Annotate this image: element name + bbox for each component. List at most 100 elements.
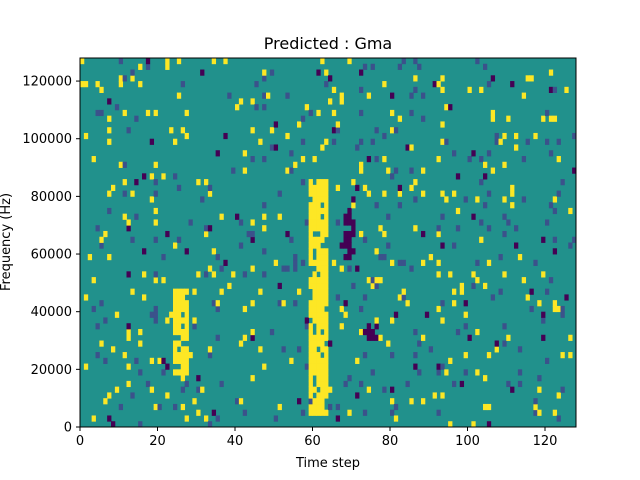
heatmap-cell: [169, 127, 174, 134]
heatmap-cell: [428, 346, 434, 353]
heatmap-cell: [393, 415, 399, 422]
heatmap-cell: [483, 63, 488, 70]
heatmap-cell: [324, 207, 329, 215]
heatmap-cell: [142, 173, 147, 180]
heatmap-cell: [343, 230, 348, 238]
heatmap-cell: [382, 81, 387, 88]
heatmap-cell: [328, 75, 333, 82]
heatmap-cell: [552, 300, 558, 307]
heatmap-cell: [99, 109, 104, 117]
heatmap-cell: [362, 294, 368, 301]
heatmap-cell: [285, 230, 290, 238]
heatmap-cell: [277, 190, 282, 197]
heatmap-cell: [413, 58, 418, 65]
heatmap-cell: [552, 305, 558, 313]
heatmap-cell: [316, 323, 321, 330]
heatmap-cell: [347, 207, 352, 215]
heatmap-cell: [316, 328, 321, 336]
heatmap-cell: [397, 202, 403, 209]
heatmap-cell: [308, 277, 313, 284]
heatmap-cell: [250, 334, 255, 341]
heatmap-cell: [436, 305, 441, 313]
heatmap-cell: [207, 184, 213, 192]
heatmap-cell: [455, 207, 461, 215]
heatmap-cell: [316, 259, 321, 266]
heatmap-cell: [421, 259, 426, 266]
heatmap-cell: [560, 386, 565, 393]
heatmap-cell: [184, 357, 189, 364]
x-tick-label: 100: [455, 434, 480, 449]
heatmap-cell: [312, 409, 317, 416]
heatmap-cell: [362, 328, 368, 336]
heatmap-cell: [351, 230, 356, 238]
heatmap-cell: [304, 104, 310, 111]
heatmap-cell: [293, 300, 298, 307]
heatmap-cell: [459, 288, 465, 295]
heatmap-cell: [204, 271, 209, 278]
heatmap-cell: [126, 328, 131, 336]
heatmap-cell: [312, 259, 317, 266]
heatmap-cell: [572, 167, 577, 174]
heatmap-cell: [393, 127, 399, 134]
heatmap-cell: [320, 207, 325, 215]
heatmap-cell: [386, 213, 391, 220]
heatmap-cell: [269, 127, 275, 134]
heatmap-cell: [207, 265, 213, 272]
heatmap-cell: [308, 352, 313, 359]
heatmap-cell: [80, 81, 85, 88]
heatmap-cell: [502, 323, 507, 330]
heatmap-cell: [293, 259, 298, 266]
heatmap-cell: [211, 271, 217, 278]
heatmap-cell: [556, 392, 561, 399]
heatmap-cell: [320, 311, 325, 318]
heatmap-cell: [285, 265, 290, 272]
heatmap-cell: [153, 190, 158, 197]
heatmap-cell: [521, 277, 527, 284]
heatmap-cell: [374, 127, 379, 134]
heatmap-cell: [238, 242, 244, 249]
heatmap-cell: [231, 271, 236, 278]
heatmap-cell: [378, 277, 383, 284]
heatmap-cell: [393, 403, 399, 411]
heatmap-cell: [413, 86, 418, 93]
y-tick-label: 100000: [22, 132, 72, 147]
heatmap-cell: [355, 357, 360, 364]
heatmap-cell: [262, 156, 267, 163]
heatmap-cell: [145, 109, 151, 117]
heatmap-cell: [486, 421, 492, 428]
heatmap-cell: [204, 230, 209, 238]
heatmap-cell: [184, 415, 189, 422]
heatmap-cell: [533, 259, 538, 266]
heatmap-cell: [448, 104, 453, 111]
heatmap-cell: [320, 196, 325, 203]
heatmap-cell: [277, 213, 282, 220]
heatmap-cell: [219, 213, 224, 220]
heatmap-cell: [502, 340, 507, 347]
heatmap-cell: [537, 300, 542, 307]
heatmap-cell: [514, 144, 519, 151]
heatmap-cell: [320, 282, 325, 290]
heatmap-cell: [180, 294, 186, 301]
heatmap-cell: [223, 259, 228, 266]
heatmap-cell: [359, 138, 364, 145]
heatmap-cell: [510, 202, 515, 209]
heatmap-cell: [397, 63, 403, 70]
heatmap-cell: [173, 300, 178, 307]
heatmap-cell: [95, 225, 100, 232]
heatmap-cell: [347, 230, 352, 238]
heatmap-cell: [409, 398, 414, 405]
heatmap-cell: [552, 196, 558, 203]
heatmap-cell: [324, 248, 329, 255]
heatmap-cell: [320, 340, 325, 347]
heatmap-cell: [312, 363, 317, 370]
heatmap-cell: [390, 173, 395, 180]
heatmap-cell: [176, 311, 182, 318]
heatmap-cell: [118, 75, 124, 82]
heatmap-cell: [130, 190, 135, 197]
heatmap-cell: [308, 219, 313, 226]
heatmap-cell: [80, 58, 85, 65]
heatmap-cell: [510, 190, 515, 197]
heatmap-cell: [246, 230, 251, 238]
heatmap-cell: [440, 392, 445, 399]
